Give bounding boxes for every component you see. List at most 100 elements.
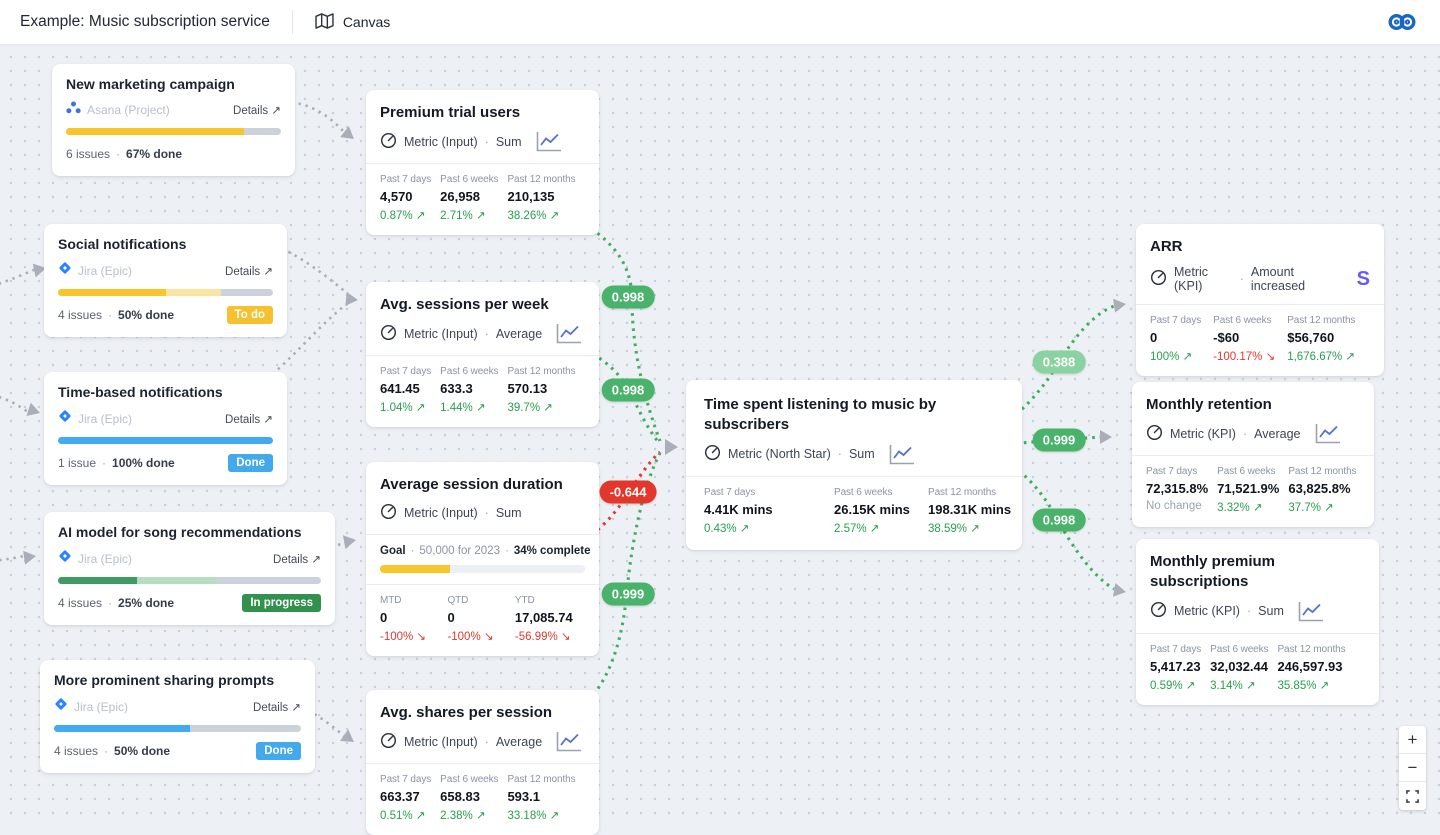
metric-card-avg-session-duration[interactable]: Average session duration Metric (Input) … [366,462,599,657]
metric-change: 2.57% ↗ [834,522,880,535]
metric-aggregation: Average [1254,426,1301,441]
chart-icon[interactable] [536,131,562,152]
source-label: Jira (Epic) [74,699,129,714]
metric-title: Monthly premium subscriptions [1150,553,1276,591]
percent-done: 100% done [112,456,175,470]
metric-value: $56,760 [1287,330,1335,346]
status-badge: Done [256,742,301,760]
divider [366,534,599,536]
metric-card-arr[interactable]: ARR Metric (KPI) · Amount increased S Pa… [1136,224,1384,377]
fit-view-button[interactable] [1399,782,1426,810]
details-link[interactable]: Details ↗ [225,413,273,426]
details-link[interactable]: Details ↗ [273,553,321,566]
jira-icon [54,697,68,716]
chart-icon[interactable] [889,444,915,465]
metric-value: 71,521.9% [1217,481,1280,497]
period-label: Past 12 months [1277,643,1346,655]
separator-dot: · [108,596,113,610]
period-label: Past 12 months [1287,315,1356,327]
source-label: Jira (Epic) [78,551,133,566]
metric-type: Metric (Input) [404,134,478,149]
zoom-out-button[interactable]: − [1399,754,1426,782]
metric-change: 0.59% ↗ [1150,679,1196,692]
correlation-badge[interactable]: 0.388 [1032,350,1086,374]
top-bar: Example: Music subscription service Canv… [0,0,1440,45]
metric-value: 593.1 [507,789,540,805]
zoom-in-button[interactable]: + [1399,726,1426,754]
metric-aggregation: Sum [1258,604,1284,618]
header-divider [291,10,293,34]
divider [366,584,599,586]
details-link[interactable]: Details ↗ [253,701,301,714]
metric-card-premium-trial-users[interactable]: Premium trial users Metric (Input) · Sum… [366,90,599,236]
chart-icon[interactable] [556,731,582,752]
gauge-icon [380,132,397,152]
source-label: Jira (Epic) [78,411,133,426]
metric-change: 39.7% ↗ [507,402,553,415]
metric-card-monthly-retention[interactable]: Monthly retention Metric (KPI) · Average… [1132,382,1374,528]
metric-change: 2.38% ↗ [440,810,486,823]
separator-dot: · [504,545,509,558]
metric-type: Metric (KPI) [1170,426,1236,441]
details-link[interactable]: Details ↗ [225,265,273,278]
separator-dot: · [484,326,489,341]
metric-type: Metric (Input) [404,734,478,749]
divider [1132,455,1374,457]
metric-change: 37.7% ↗ [1288,502,1334,515]
period-label: Past 7 days [1146,466,1198,478]
jira-icon [58,549,72,568]
work-card-title: AI model for song recommendations [58,524,302,540]
work-card-new-marketing-campaign[interactable]: New marketing campaign Asana (Project) D… [52,64,295,176]
divider [1136,632,1379,634]
metric-value: 633.3 [440,381,473,397]
correlation-badge[interactable]: 0.998 [601,285,655,309]
metric-value: 5,417.23 [1150,658,1201,674]
separator-dot: · [484,734,489,749]
metric-aggregation: Sum [495,134,522,149]
separator-dot: · [410,545,415,558]
correlation-badge[interactable]: 0.999 [1032,428,1086,452]
metric-aggregation: Amount increased [1250,265,1306,294]
separator-dot: · [104,744,109,758]
metric-card-avg-sessions[interactable]: Avg. sessions per week Metric (Input) · … [366,282,599,428]
metric-value: 32,032.44 [1210,658,1268,674]
chart-icon[interactable] [1298,601,1324,622]
correlation-badge[interactable]: 0.998 [601,378,655,402]
divider [366,355,599,357]
work-card-time-based-notifications[interactable]: Time-based notifications Jira (Epic) Det… [44,372,287,485]
work-card-sharing-prompts[interactable]: More prominent sharing prompts Jira (Epi… [40,660,315,773]
tab-canvas[interactable]: Canvas [315,12,390,32]
divider [366,763,599,765]
metric-card-north-star[interactable]: Time spent listening to music by subscri… [686,380,1022,550]
metric-card-avg-shares[interactable]: Avg. shares per session Metric (Input) ·… [366,690,599,835]
gauge-icon [380,324,397,344]
period-label: Past 12 months [507,366,576,378]
stripe-icon: S [1356,268,1370,291]
separator-dot: · [1239,272,1244,287]
status-badge: In progress [242,594,321,612]
details-link[interactable]: Details ↗ [233,105,281,117]
metric-change: 0.51% ↗ [380,810,426,823]
metric-title: Monthly retention [1146,396,1272,413]
correlation-badge[interactable]: 0.999 [601,582,655,606]
gauge-icon [380,503,397,523]
metric-change: 0.87% ↗ [380,210,426,223]
source-label: Jira (Epic) [78,263,133,278]
separator-dot: · [484,506,489,521]
page-title: Example: Music subscription service [20,13,270,30]
chart-icon[interactable] [556,323,582,344]
work-card-ai-model[interactable]: AI model for song recommendations Jira (… [44,512,335,625]
period-label: Past 6 weeks [440,774,499,786]
metric-title: Avg. shares per session [380,704,553,721]
chart-icon[interactable] [1315,423,1341,444]
goal-row: Goal · 50,000 for 2023 · 34% complete [380,545,591,558]
correlation-badge[interactable]: -0.644 [599,480,657,504]
correlation-badge[interactable]: 0.998 [1032,508,1086,532]
separator-dot: · [1246,604,1252,618]
percent-done: 67% done [126,147,183,161]
metric-change: -100.17% ↘ [1213,351,1276,364]
fit-view-icon [1406,789,1419,803]
metric-card-monthly-premium-subscriptions[interactable]: Monthly premium subscriptions Metric (KP… [1136,539,1379,705]
work-card-social-notifications[interactable]: Social notifications Jira (Epic) Details… [44,224,287,337]
